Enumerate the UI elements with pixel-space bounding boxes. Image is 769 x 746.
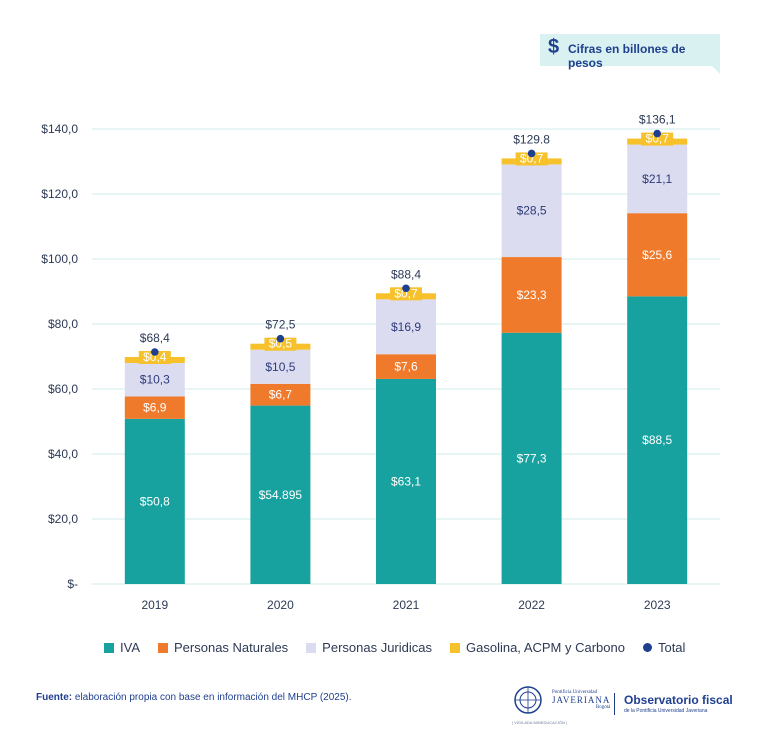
x-tick-label: 2021	[393, 598, 420, 612]
bar-label-iva: $88,5	[642, 433, 672, 447]
source-label: Fuente:	[36, 692, 73, 703]
total-marker	[276, 334, 285, 343]
bar-label-personas-juridicas: $10,3	[140, 373, 170, 387]
bar-label-personas-juridicas: $10,5	[265, 360, 295, 374]
legend-swatch-personas-naturales	[158, 642, 168, 653]
x-tick-label: 2023	[644, 598, 671, 612]
bar-label-personas-juridicas: $28,5	[517, 204, 547, 218]
observatorio-logo: Observatorio fiscal de la Pontificia Uni…	[624, 693, 733, 714]
stacked-bar-chart: $- $20,0 $40,0 $60,0 $80,0 $100,0 $120,0 $140,0…	[41, 113, 720, 612]
y-tick-label: $60,0	[48, 382, 78, 396]
university-city: Bogotá	[595, 705, 611, 710]
bar-iva	[124, 418, 185, 584]
legend-item-personas-naturales: Personas Naturales	[158, 640, 288, 655]
bar-label-gasolina: $0,7	[646, 132, 670, 146]
total-marker	[527, 149, 536, 158]
bar-personas-naturales	[250, 383, 311, 406]
legend-item-personas-juridicas: Personas Juridicas	[306, 640, 432, 655]
x-tick-label: 2022	[518, 598, 545, 612]
university-name: JAVERIANA	[552, 695, 611, 705]
y-tick-label: $-	[67, 577, 78, 591]
total-label: $88,4	[391, 267, 421, 281]
legend-label-iva: IVA	[120, 640, 140, 655]
y-tick-label: $100,0	[41, 252, 78, 266]
source-text: elaboración propia con base en informaci…	[72, 692, 352, 703]
observatorio-title: Observatorio fiscal	[624, 693, 733, 707]
observatorio-subtitle: de la Pontificia Universidad Javeriana	[624, 708, 708, 714]
source-note: Fuente: elaboración propia con base en i…	[36, 692, 352, 703]
bar-label-box-gasolina	[264, 337, 297, 351]
legend-item-total: Total	[642, 640, 686, 655]
bar-personas-naturales	[501, 257, 562, 333]
bar-personas-naturales	[124, 396, 185, 419]
bar-label-box-gasolina	[390, 287, 422, 301]
total-marker	[653, 129, 661, 138]
bar-label-personas-naturales: $7,6	[394, 360, 418, 374]
bar-personas-naturales	[627, 213, 688, 297]
legend-item-iva: IVA	[104, 640, 140, 655]
bar-label-personas-naturales: $6,7	[269, 388, 293, 402]
bar-label-iva: $54.895	[259, 488, 303, 502]
bar-label-personas-juridicas: $16,9	[391, 320, 421, 334]
dollar-icon: $	[548, 36, 560, 58]
x-tick-label: 2019	[141, 598, 168, 612]
university-seal-icon	[514, 686, 542, 714]
bar-iva	[627, 296, 688, 584]
bar-label-box-gasolina	[515, 152, 548, 166]
university-footer: | VIGILADA MINEDUCACIÓN |	[512, 720, 567, 725]
bar-personas-juridicas	[627, 144, 688, 214]
bar-iva	[250, 405, 311, 584]
bar-label-gasolina: $0,4	[143, 350, 167, 364]
bar-iva	[376, 378, 436, 584]
total-label: $72,5	[265, 318, 295, 332]
bar-personas-juridicas	[501, 164, 562, 258]
bar-label-gasolina: $0,7	[394, 286, 418, 300]
y-tick-label: $120,0	[41, 187, 78, 201]
bar-label-gasolina: $0,7	[520, 151, 544, 165]
legend-label-gasolina: Gasolina, ACPM y Carbono	[466, 640, 625, 655]
legend-dot-total	[642, 643, 652, 652]
bar-label-gasolina: $0,5	[269, 337, 293, 351]
y-tick-label: $140,0	[41, 122, 78, 136]
legend-label-total: Total	[657, 640, 686, 655]
bar-personas-juridicas	[376, 299, 436, 355]
legend-label-personas-juridicas: Personas Juridicas	[322, 640, 432, 655]
bar-personas-juridicas	[124, 363, 185, 397]
y-tick-label: $20,0	[48, 512, 78, 526]
legend: IVA Personas Naturales Personas Juridica…	[104, 640, 703, 655]
bar-personas-naturales	[376, 354, 436, 379]
total-label: $136,1	[639, 113, 676, 127]
x-tick-label: 2020	[267, 598, 294, 612]
y-tick-label: $80,0	[48, 317, 78, 331]
units-badge: $ Cifras en billones de pesos	[540, 34, 720, 74]
logo-divider	[614, 693, 615, 715]
total-marker	[402, 284, 410, 293]
bar-label-box-gasolina	[641, 132, 674, 146]
bar-label-iva: $50,8	[140, 494, 170, 508]
bar-personas-juridicas	[250, 349, 311, 384]
university-small-text: Pontificia Universidad	[552, 690, 598, 695]
bar-label-personas-naturales: $23,3	[517, 288, 547, 302]
university-logo: Pontificia Universidad JAVERIANA Bogotá …	[512, 684, 612, 725]
legend-swatch-gasolina	[450, 642, 460, 653]
legend-swatch-iva	[104, 642, 114, 653]
total-label: $68,4	[140, 331, 170, 345]
legend-item-gasolina: Gasolina, ACPM y Carbono	[450, 640, 625, 655]
bar-label-box-gasolina	[138, 351, 171, 364]
total-label: $129.8	[513, 132, 550, 146]
bar-label-personas-juridicas: $21,1	[642, 172, 672, 186]
bar-label-iva: $77,3	[517, 451, 547, 465]
bar-label-personas-naturales: $25,6	[642, 248, 672, 262]
bar-label-iva: $63,1	[391, 474, 421, 488]
y-tick-label: $40,0	[48, 447, 78, 461]
bar-iva	[501, 332, 562, 584]
bar-label-personas-naturales: $6,9	[143, 401, 167, 415]
total-marker	[151, 348, 159, 356]
legend-label-personas-naturales: Personas Naturales	[174, 640, 289, 655]
legend-swatch-personas-juridicas	[306, 642, 317, 653]
units-label: Cifras en billones de pesos	[568, 42, 686, 70]
